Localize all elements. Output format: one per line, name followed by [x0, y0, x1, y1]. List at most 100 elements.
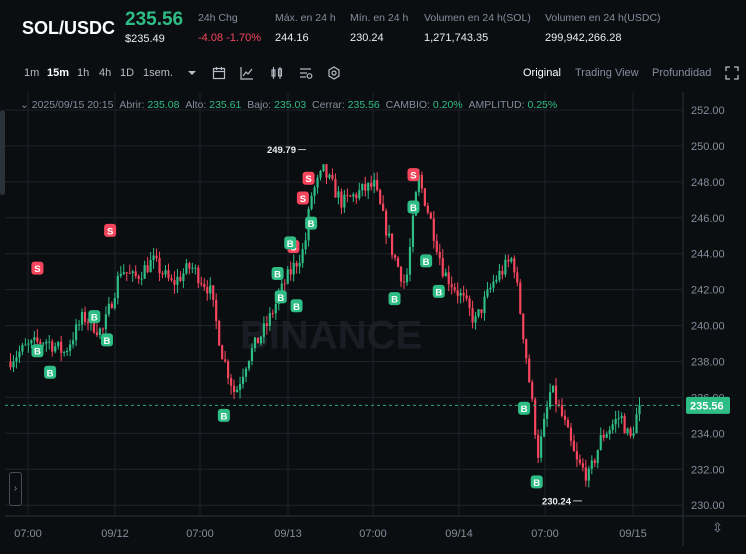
view-depth[interactable]: Profundidad: [652, 67, 712, 79]
candle-body: [528, 358, 531, 383]
badge-bg: [296, 191, 309, 205]
candlestick-chart[interactable]: BINANCE SBBBBSBBSBBBSSBBSBBBBB 230.00232…: [0, 90, 746, 549]
candle-body: [155, 255, 158, 259]
buy-signal-badge: B: [305, 216, 318, 230]
price-tick-label: 232.00: [691, 464, 725, 476]
price-tick-label: 242.00: [691, 285, 725, 297]
view-trading-view[interactable]: Trading View: [575, 67, 639, 79]
candle-body: [95, 332, 99, 335]
candle-body: [36, 337, 39, 342]
candle-body: [513, 258, 516, 273]
expand-panel-button[interactable]: ›: [9, 472, 22, 506]
badge-letter: S: [300, 194, 306, 205]
candle-body: [516, 272, 519, 283]
axis-scale-icon[interactable]: ⇳: [712, 520, 723, 535]
buy-signal-badge: B: [271, 266, 284, 280]
candle-body: [584, 467, 587, 481]
candle-body: [206, 287, 209, 294]
collapse-chevron-icon[interactable]: ⌄: [20, 99, 29, 111]
settings-icon[interactable]: [327, 66, 341, 80]
timeframe-15m[interactable]: 15m: [47, 67, 70, 79]
candle-body: [131, 271, 134, 274]
candle-body: [548, 392, 552, 408]
view-original[interactable]: Original: [523, 67, 561, 79]
candle-body: [256, 337, 260, 344]
timeframe-1h[interactable]: 1h: [77, 67, 90, 79]
chart-area[interactable]: BINANCE SBBBBSBBSBBBSSBBSBBBBB 230.00232…: [0, 90, 746, 549]
badge-bg: [100, 333, 113, 347]
candle-body: [101, 328, 104, 330]
ohlc-close-label: Cerrar:: [312, 99, 345, 111]
badge-letter: B: [533, 478, 540, 489]
calendar-icon[interactable]: [212, 66, 226, 80]
candle-body: [9, 361, 12, 368]
timeframe-1week[interactable]: 1sem.: [143, 67, 173, 79]
indicators-icon[interactable]: [299, 66, 313, 80]
candle-body: [390, 233, 394, 256]
buy-signal-badge: B: [284, 236, 297, 250]
candles-icon[interactable]: [270, 66, 284, 80]
candle-body: [221, 345, 224, 360]
candle-body: [149, 259, 152, 273]
badge-letter: B: [104, 336, 111, 347]
candle-body: [283, 283, 286, 285]
candle-body: [572, 440, 576, 452]
candle-body: [170, 278, 173, 281]
badge-letter: B: [308, 219, 315, 230]
last-price-tag: [686, 396, 730, 414]
sell-signal-badge: S: [296, 191, 309, 205]
candle-body: [352, 194, 355, 197]
candle-body: [200, 283, 203, 285]
stat-label: Volumen en 24 h(USDC): [545, 12, 661, 24]
pair-name[interactable]: SOL/USDC: [22, 18, 116, 38]
time-tick-label: 09/15: [619, 528, 647, 540]
candle-body: [286, 269, 289, 284]
price-tick-label: 252.00: [691, 105, 725, 117]
buy-signal-badge: B: [420, 254, 433, 268]
candle-body: [182, 273, 185, 281]
candle-body: [370, 182, 373, 187]
chevron-down-icon[interactable]: [185, 66, 199, 80]
candle-body: [477, 309, 480, 317]
candle-body: [143, 265, 146, 279]
candle-body: [396, 257, 400, 267]
candle-body: [209, 285, 212, 294]
candle-body: [426, 205, 429, 213]
candle-body: [441, 258, 444, 277]
candle-body: [301, 249, 304, 264]
timeframe-1m[interactable]: 1m: [24, 67, 40, 79]
candle-body: [402, 281, 406, 283]
left-scrollbar[interactable]: [0, 110, 5, 195]
ohlc-high-label: Alto:: [185, 99, 207, 111]
candle-body: [176, 276, 179, 285]
timeframe-4h[interactable]: 4h: [99, 67, 112, 79]
ohlc-amp: 0.25%: [527, 99, 558, 111]
fullscreen-icon[interactable]: [725, 66, 739, 80]
badge-letter: B: [410, 203, 417, 214]
candle-body: [474, 316, 477, 323]
candle-body: [262, 323, 265, 337]
candle-body: [259, 336, 262, 344]
candle-body: [161, 273, 164, 275]
candle-body: [367, 182, 370, 191]
candle-body: [626, 428, 629, 434]
stat-label: Mín. en 24 h: [350, 12, 409, 24]
candle-body: [355, 194, 358, 199]
candle-body: [393, 255, 397, 258]
stat-label: Máx. en 24 h: [275, 12, 336, 24]
line-chart-icon[interactable]: [240, 66, 254, 80]
candle-body: [203, 284, 206, 288]
candle-body: [227, 361, 230, 379]
candle-body: [164, 270, 167, 275]
candle-body: [24, 344, 27, 346]
price-tick-label: 250.00: [691, 141, 725, 153]
candle-body: [501, 270, 504, 275]
candle-body: [578, 459, 581, 464]
candle-body: [411, 215, 415, 247]
candle-body: [197, 267, 200, 284]
badge-letter: B: [277, 293, 284, 304]
candle-body: [310, 195, 313, 209]
candle-body: [18, 351, 21, 358]
timeframe-1d[interactable]: 1D: [120, 67, 135, 79]
candle-body: [295, 262, 298, 267]
